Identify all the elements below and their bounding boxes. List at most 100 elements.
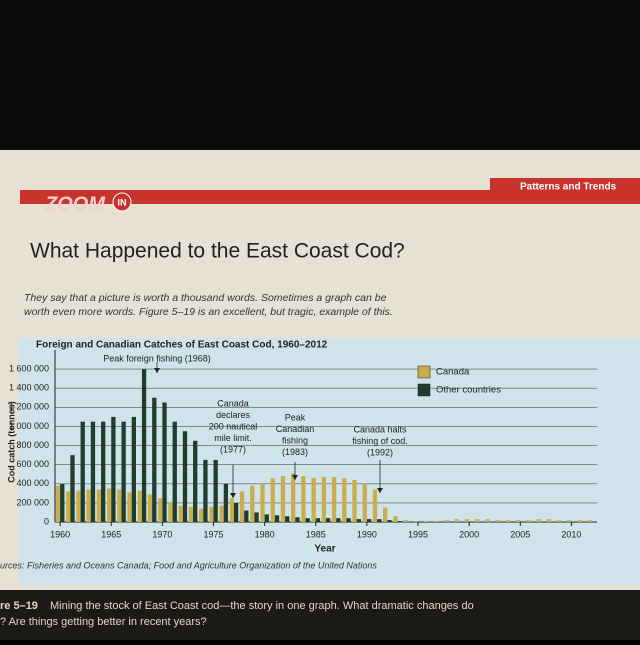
x-tick-label: 1960	[50, 529, 70, 539]
bar	[234, 503, 238, 522]
x-tick-label: 2010	[561, 529, 581, 539]
bar	[168, 503, 172, 522]
bar	[357, 519, 361, 522]
bar	[424, 521, 428, 522]
bar	[209, 507, 213, 522]
bar	[336, 518, 340, 522]
bar	[101, 422, 105, 522]
bar	[183, 431, 187, 522]
bar	[230, 498, 234, 522]
x-tick-label: 1990	[357, 529, 377, 539]
bar	[265, 514, 269, 522]
annotation: Peak foreign fishing (1968)	[103, 353, 211, 363]
y-axis-label: Cod catch (tonnes)	[6, 401, 16, 483]
annotation: Canada	[217, 398, 249, 408]
bar	[66, 491, 70, 522]
bar	[142, 369, 146, 522]
bar	[138, 490, 142, 522]
annotation: fishing	[282, 435, 308, 445]
annotation: (1992)	[367, 447, 393, 457]
bar	[56, 486, 60, 522]
bar	[275, 515, 279, 522]
y-tick-label: 1 200 000	[9, 402, 49, 412]
bar	[557, 520, 561, 522]
bar	[97, 490, 101, 522]
legend-swatch	[418, 366, 430, 378]
bar	[86, 490, 90, 522]
bar	[352, 480, 356, 522]
bar	[219, 506, 223, 522]
x-tick-label: 2000	[459, 529, 479, 539]
bar	[117, 490, 121, 522]
bar	[516, 520, 520, 522]
bar	[254, 512, 258, 522]
bar	[485, 519, 489, 522]
bar	[373, 490, 377, 522]
bar	[311, 478, 315, 522]
bar	[295, 517, 299, 522]
bar	[496, 520, 500, 522]
bar	[322, 477, 326, 522]
bar	[326, 518, 330, 522]
bar	[506, 520, 510, 522]
bar	[377, 519, 381, 522]
bar	[567, 520, 571, 522]
annotation: fishing of cod.	[352, 436, 408, 446]
chart-title: Foreign and Canadian Catches of East Coa…	[36, 340, 328, 351]
annotation: 200 nautical	[209, 421, 258, 431]
bar	[158, 498, 162, 522]
bar	[81, 422, 85, 522]
logo-badge: IN	[118, 197, 127, 207]
x-tick-label: 1965	[101, 529, 121, 539]
caption: ? Are things getting better in recent ye…	[0, 616, 207, 628]
bar	[465, 519, 469, 522]
intro-line: worth even more words. Figure 5–19 is an…	[24, 306, 393, 318]
bar	[475, 519, 479, 522]
bar	[367, 519, 371, 522]
y-tick-label: 1 400 000	[9, 383, 49, 393]
y-tick-label: 0	[44, 516, 49, 526]
legend-label: Other countries	[436, 385, 501, 396]
bar	[332, 477, 336, 522]
bar	[271, 478, 275, 522]
bar	[60, 484, 64, 522]
annotation: declares	[216, 410, 251, 420]
bar	[91, 422, 95, 522]
logo: ZOOM	[44, 193, 106, 215]
x-tick-label: 1970	[152, 529, 172, 539]
bar	[434, 521, 438, 522]
annotation: (1977)	[220, 444, 246, 454]
bar	[70, 455, 74, 522]
bar	[173, 422, 177, 522]
annotation: mile limit.	[214, 433, 252, 443]
bar	[393, 516, 397, 522]
x-tick-label: 1985	[306, 529, 326, 539]
bar	[132, 417, 136, 522]
y-tick-label: 800 000	[16, 440, 49, 450]
source: urces: Fisheries and Oceans Canada; Food…	[0, 560, 377, 570]
y-tick-label: 1 600 000	[9, 363, 49, 373]
bar	[455, 519, 459, 522]
y-tick-label: 400 000	[16, 478, 49, 488]
bar	[398, 521, 402, 522]
intro-line: They say that a picture is worth a thous…	[24, 292, 387, 304]
bar	[199, 509, 203, 522]
bar	[281, 476, 285, 522]
bar	[444, 520, 448, 522]
bar	[193, 441, 197, 522]
section-tag: Patterns and Trends	[520, 182, 617, 193]
bar	[250, 486, 254, 522]
y-tick-label: 200 000	[16, 497, 49, 507]
bar	[346, 518, 350, 522]
bar	[342, 478, 346, 522]
annotation: Peak	[285, 412, 306, 422]
bar	[76, 490, 80, 522]
bar	[536, 519, 540, 522]
page-title: What Happened to the East Coast Cod?	[30, 240, 405, 263]
caption-label: re 5–19	[0, 600, 38, 612]
bar	[260, 484, 264, 522]
bar	[162, 403, 166, 522]
bar	[148, 494, 152, 522]
caption: Mining the stock of East Coast cod—the s…	[50, 600, 474, 612]
